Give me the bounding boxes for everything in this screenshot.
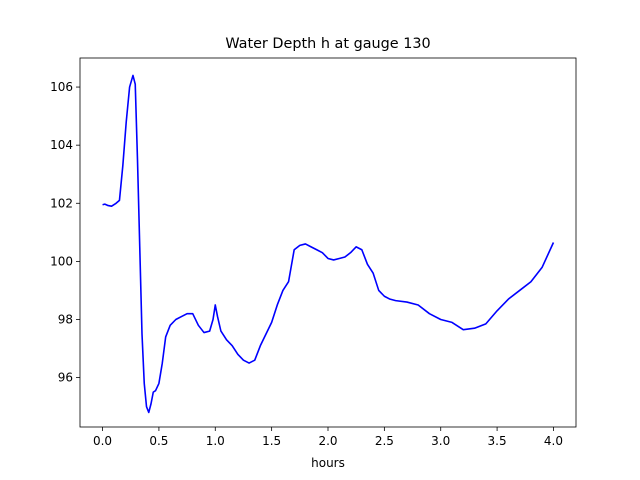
x-tick-label: 2.5: [375, 434, 394, 448]
y-tick-label: 98: [58, 312, 73, 326]
x-axis-label: hours: [311, 456, 345, 470]
y-tick-label: 104: [50, 138, 73, 152]
y-tick-label: 106: [50, 80, 73, 94]
y-axis-ticks: 96 98 100 102 104 106: [50, 80, 80, 385]
plot-area: 0.0 0.5 1.0 1.5 2.0 2.5 3.0 3.5 4.0 96 98 100 102 10…: [50, 57, 577, 448]
x-tick-label: 4.0: [544, 434, 563, 448]
x-tick-label: 1.5: [262, 434, 281, 448]
series-line-0: [102, 74, 555, 414]
y-tick-label: 102: [50, 196, 73, 210]
x-tick-label: 0.5: [149, 434, 168, 448]
series-layer: [102, 74, 555, 414]
x-tick-label: 3.0: [431, 434, 450, 448]
y-tick-label: 100: [50, 254, 73, 268]
x-axis-ticks: 0.0 0.5 1.0 1.5 2.0 2.5 3.0 3.5 4.0: [93, 427, 563, 448]
x-tick-label: 3.5: [488, 434, 507, 448]
y-tick-label: 96: [58, 371, 73, 385]
x-tick-label: 0.0: [93, 434, 112, 448]
x-tick-label: 1.0: [206, 434, 225, 448]
x-tick-label: 2.0: [318, 434, 337, 448]
chart-title: Water Depth h at gauge 130: [225, 36, 430, 52]
